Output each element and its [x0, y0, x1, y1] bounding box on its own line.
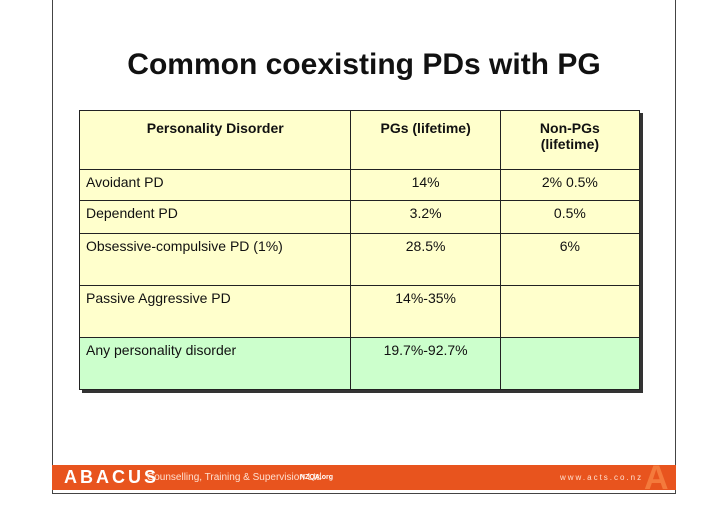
- cell: 14%: [350, 169, 501, 201]
- row: Any personality disorder 19.7%-92.7%: [78, 337, 641, 390]
- cell: 28.5%: [350, 233, 501, 286]
- row: Dependent PD 3.2% 0.5%: [78, 200, 641, 234]
- cell: 19.7%-92.7%: [350, 337, 501, 390]
- cell: 6%: [499, 233, 641, 286]
- row: Avoidant PD 14% 2% 0.5%: [78, 169, 641, 201]
- header-cell: PGs (lifetime): [350, 110, 501, 170]
- empty-cell: [499, 337, 641, 390]
- header-cell: Personality Disorder: [78, 110, 352, 170]
- cell: 2% 0.5%: [499, 169, 641, 201]
- footer-bar: ABACUS Counselling, Training & Supervisi…: [52, 459, 676, 497]
- slide-frame: [52, 0, 676, 494]
- badge: NZQA.org: [300, 474, 334, 481]
- cell: Avoidant PD: [78, 169, 352, 201]
- header-row: Personality Disorder PGs (lifetime) Non-…: [78, 110, 641, 170]
- cell: Any personality disorder: [78, 337, 352, 390]
- header-cell: Non-PGs (lifetime): [499, 110, 641, 170]
- cell: 0.5%: [499, 200, 641, 234]
- tagline: Counselling, Training & Supervision Ltd: [147, 472, 322, 483]
- logo: A: [644, 459, 669, 497]
- table: Personality Disorder PGs (lifetime) Non-…: [78, 110, 641, 390]
- cell: Passive Aggressive PD: [78, 285, 352, 338]
- cell: 14%-35%: [350, 285, 501, 338]
- cell: Obsessive-compulsive PD (1%): [78, 233, 352, 286]
- row: Passive Aggressive PD 14%-35%: [78, 285, 641, 338]
- url: www.acts.co.nz: [560, 473, 644, 482]
- cell: 3.2%: [350, 200, 501, 234]
- slide-title: Common coexisting PDs with PG: [127, 48, 601, 81]
- empty-cell: [499, 285, 641, 338]
- row: Obsessive-compulsive PD (1%) 28.5% 6%: [78, 233, 641, 286]
- brand: ABACUS: [64, 467, 160, 487]
- cell: Dependent PD: [78, 200, 352, 234]
